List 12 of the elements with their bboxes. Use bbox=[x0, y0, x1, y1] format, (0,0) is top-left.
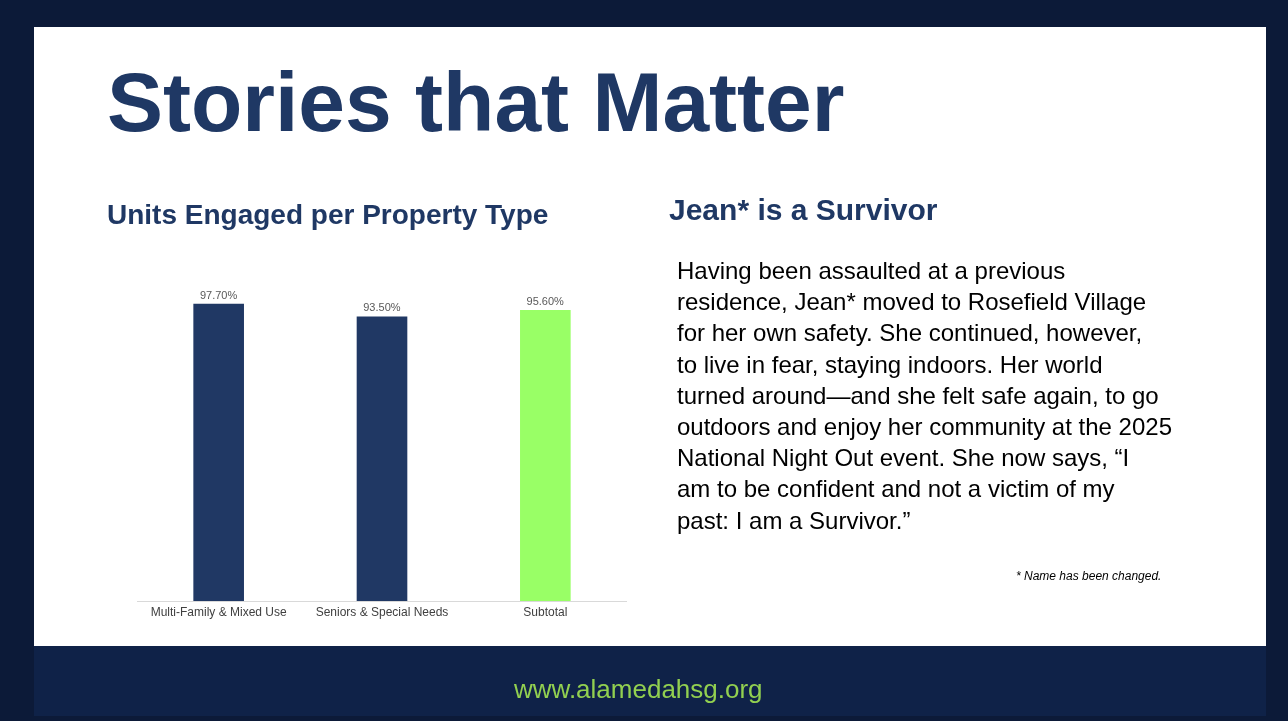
data-label: 95.60% bbox=[526, 295, 565, 308]
text: www.alamedahsg.org bbox=[513, 674, 763, 704]
x-tick-label: Seniors & Special Needs bbox=[315, 605, 449, 620]
chart-title: Units Engaged per Property Type bbox=[107, 198, 549, 230]
x-tick-label: Subtotal bbox=[523, 605, 568, 620]
text: Stories that Matter bbox=[107, 55, 845, 149]
x-tick-label: Multi-Family & Mixed Use bbox=[150, 605, 287, 620]
text: Jean* is a Survivor bbox=[669, 193, 938, 226]
data-label: 93.50% bbox=[363, 301, 401, 314]
text: * Name has been changed. bbox=[1016, 569, 1162, 583]
data-label: 97.70% bbox=[199, 288, 238, 301]
text: Having been assaulted at a previous residence, Jean* moved to Rosefield Village for her own safety. She continued, however, to live in fear, staying indoors. Her world turned around—and she felt safe again, to go outdoors and enjoy her community at the 2025 National Night Out event. She now says, “I am to be confident and not a victim of my past: I am a Survivor.” bbox=[677, 257, 1172, 534]
